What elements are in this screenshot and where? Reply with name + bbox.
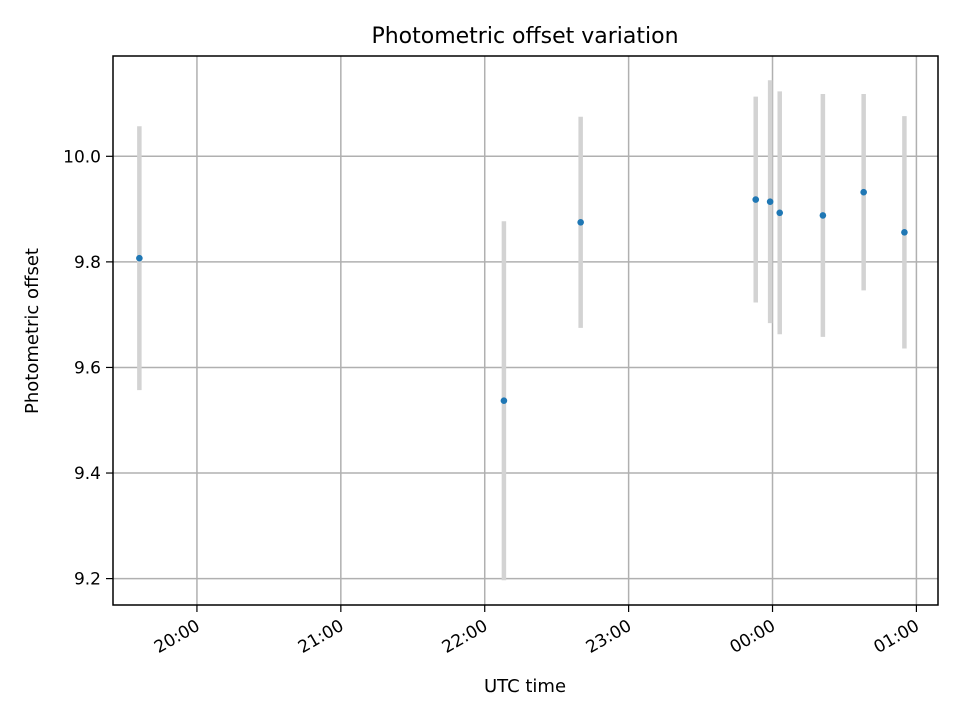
data-point	[136, 254, 143, 262]
plot-frame	[112, 55, 939, 606]
data-point	[752, 196, 760, 203]
grid	[113, 56, 938, 605]
y-tick-label: 9.2	[74, 570, 101, 590]
y-tick-label: 10.0	[63, 147, 101, 167]
data-point	[819, 212, 827, 219]
y-tick-label: 9.8	[74, 253, 101, 273]
y-tick-label: 9.6	[74, 358, 101, 378]
y-axis-label: Photometric offset	[22, 248, 43, 414]
data-point	[577, 218, 584, 226]
data-point	[776, 209, 784, 217]
y-axis-ticks: 9.2 9.4 9.6 9.8 10.0	[63, 147, 113, 590]
data-point	[901, 229, 908, 236]
data-point	[860, 188, 867, 196]
x-axis-label: UTC time	[484, 676, 566, 697]
data-points	[136, 188, 908, 405]
y-tick-label: 9.4	[74, 464, 101, 484]
chart-title: Photometric offset variation	[371, 24, 678, 49]
data-point	[500, 397, 508, 405]
data-point	[766, 198, 774, 205]
